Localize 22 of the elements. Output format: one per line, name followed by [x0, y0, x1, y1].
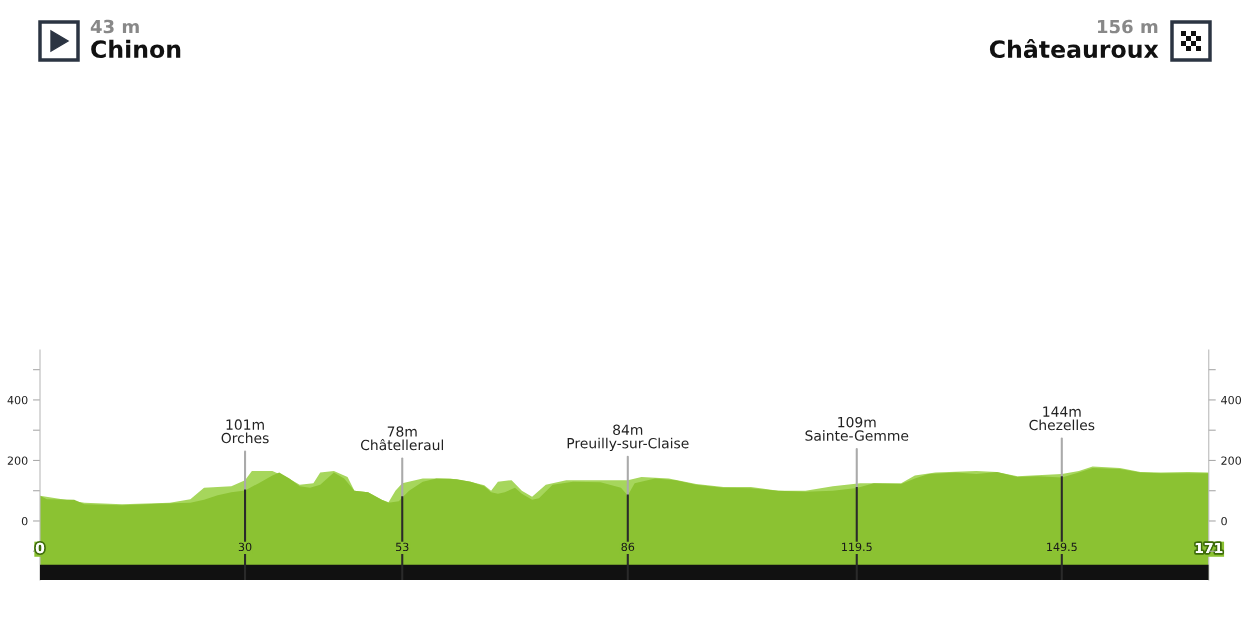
y-tick-label: 400 [7, 395, 28, 405]
text: 156 m [1098, 19, 1158, 34]
annotation: 109m Sainte-Gemme [805, 416, 909, 441]
x-tick-label: 171 [1195, 542, 1223, 554]
annotation: 78m Châtelleraul [360, 426, 444, 451]
annotation: 101m Orches [221, 419, 269, 444]
annotation: 84m Preuilly-sur-Claise [567, 424, 689, 452]
y2-tick-label: 200 [1221, 456, 1242, 465]
text: Chinon [91, 39, 181, 59]
x-tick-label: 119.5 [842, 542, 872, 552]
annotation: 144m Chezelles [1029, 406, 1095, 431]
y2-tick-label: 400 [1221, 395, 1242, 405]
text: Châteauroux [989, 38, 1159, 59]
x-tick-label: 0 [35, 542, 45, 554]
y2-tick-label: 0 [1221, 516, 1227, 526]
x-tick-label: 53 [396, 542, 409, 552]
x-tick-label: 86 [621, 542, 635, 552]
x-tick-label: 149.5 [1047, 542, 1077, 552]
x-tick-label: 30 [238, 542, 252, 552]
text: 43 m [90, 19, 139, 34]
y-tick-label: 200 [7, 456, 28, 465]
y-tick-label: 0 [21, 516, 28, 526]
